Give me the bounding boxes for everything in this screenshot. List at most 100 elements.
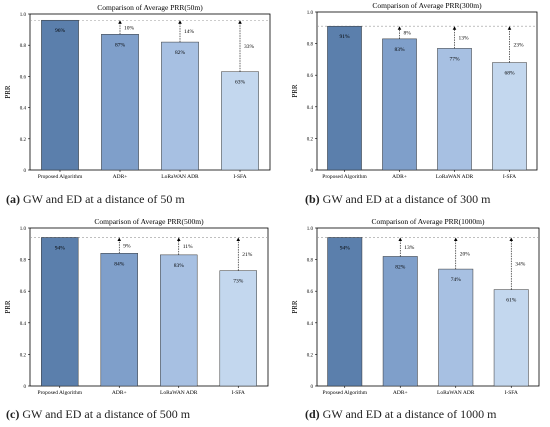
arrow-head (453, 237, 458, 241)
bar-value-label: 91% (339, 34, 350, 40)
x-tick-label: ADR+ (113, 174, 128, 180)
arrow-head (398, 237, 403, 241)
bar (437, 48, 472, 171)
x-tick-label: LoRaWAN ADR (437, 390, 475, 396)
improvement-label: 8% (404, 31, 412, 37)
bar-value-label: 63% (235, 80, 246, 86)
x-tick-label: Proposed Algorithm (38, 390, 83, 396)
caption-letter: (a) (6, 192, 20, 206)
bar (327, 237, 363, 387)
x-tick-label: LoRaWAN ADR (161, 174, 199, 180)
chart-panel-a: Comparison of Average PRR(50m) PRR 0 0.2 0.4… (0, 0, 275, 214)
arrow-head (118, 20, 122, 24)
x-tick-label: ADR+ (112, 390, 127, 396)
caption-text: GW and ED at a distance of 1000 m (319, 407, 497, 421)
chart-title: Comparison of Average PRR(500m) (94, 217, 204, 226)
x-tick-label: LoRaWAN ADR (436, 174, 474, 180)
bar-value-label: 61% (506, 298, 517, 304)
improvement-label: 14% (184, 29, 195, 35)
arrow-head (117, 237, 122, 241)
y-tick-label: 0.2 (20, 353, 27, 358)
x-tick-label: ADR+ (393, 390, 408, 396)
bar-value-label: 68% (504, 71, 515, 77)
y-tick-label: 0.6 (20, 290, 27, 295)
caption-b: (b) GW and ED at a distance of 300 m (305, 192, 490, 207)
bar-value-label: 82% (395, 264, 406, 270)
x-tick-label: Proposed Algorithm (38, 174, 83, 180)
bar (438, 268, 474, 387)
y-tick-label: 0.6 (307, 74, 314, 79)
bar-value-label: 87% (115, 42, 126, 48)
arrow-head (509, 237, 514, 241)
bar (221, 71, 259, 171)
bar (41, 237, 79, 387)
arrow-head (238, 20, 242, 24)
x-tick-label: I-SFA (503, 174, 516, 180)
y-tick-label: 0.6 (307, 290, 314, 295)
y-tick-label: 0 (24, 169, 27, 174)
y-tick-label: 0.2 (307, 353, 314, 358)
y-tick-label: 0.8 (307, 43, 314, 48)
chart-title: Comparison of Average PRR(1000m) (372, 217, 485, 226)
chart-panel-b: Comparison of Average PRR(300m) PRR 0 0.2 0.… (275, 0, 550, 214)
improvement-label: 13% (404, 245, 415, 251)
bar-value-label: 94% (340, 245, 351, 251)
y-tick-label: 1.0 (307, 227, 314, 232)
bar-value-label: 84% (114, 261, 125, 267)
improvement-label: 23% (514, 42, 525, 48)
y-tick-label: 0.8 (307, 259, 314, 264)
bar (492, 62, 527, 171)
caption-a: (a) GW and ED at a distance of 50 m (6, 192, 185, 207)
y-tick-label: 1.0 (20, 227, 27, 232)
y-tick-label: 0.8 (20, 44, 27, 49)
arrow-head (236, 237, 241, 241)
improvement-label: 13% (459, 35, 470, 41)
y-tick-label: 0.4 (20, 322, 27, 327)
bar (161, 41, 199, 171)
caption-text: GW and ED at a distance of 500 m (19, 407, 191, 421)
bar (100, 253, 138, 387)
improvement-label: 33% (244, 44, 255, 50)
bar (41, 19, 79, 171)
caption-letter: (d) (305, 407, 320, 421)
bar (160, 254, 198, 387)
caption-text: GW and ED at a distance of 300 m (319, 192, 491, 206)
bar-value-label: 73% (233, 279, 244, 285)
bar (382, 256, 418, 387)
arrow-head (176, 237, 181, 241)
y-tick-label: 0 (24, 385, 27, 390)
bar (327, 25, 362, 171)
arrow-head (397, 26, 402, 30)
bar (219, 270, 257, 387)
improvement-label: 11% (183, 244, 193, 250)
chart-500m: Comparison of Average PRR(500m) PRR 0 0.2 0.… (4, 217, 269, 396)
caption-c: (c) GW and ED at a distance of 500 m (6, 407, 190, 422)
y-tick-label: 1.0 (20, 13, 27, 18)
caption-d: (d) GW and ED at a distance of 1000 m (305, 407, 496, 422)
caption-letter: (c) (6, 407, 20, 421)
chart-title: Comparison of Average PRR(50m) (97, 3, 203, 12)
x-tick-label: I-SFA (232, 390, 245, 396)
arrow-head (452, 26, 457, 30)
x-tick-label: ADR+ (392, 174, 407, 180)
y-tick-label: 0.2 (307, 137, 314, 142)
caption-text: GW and ED at a distance of 50 m (20, 192, 185, 206)
chart-title: Comparison of Average PRR(300m) (372, 1, 482, 10)
x-tick-label: LoRaWAN ADR (160, 390, 198, 396)
chart-300m: Comparison of Average PRR(300m) PRR 0 0.2 0.… (291, 1, 538, 180)
bar-value-label: 94% (55, 245, 66, 251)
y-tick-label: 0.8 (20, 259, 27, 264)
improvement-label: 21% (242, 252, 253, 258)
bar-value-label: 83% (394, 47, 405, 53)
x-tick-label: Proposed Algorithm (323, 390, 368, 396)
bar-value-label: 77% (449, 56, 460, 62)
y-axis-label: PRR (4, 300, 12, 314)
improvement-label: 10% (124, 25, 135, 31)
y-axis-label: PRR (4, 85, 12, 99)
y-tick-label: 0.4 (307, 322, 314, 327)
y-axis-label: PRR (291, 300, 299, 314)
improvement-label: 20% (460, 251, 471, 257)
bar (493, 289, 529, 387)
x-tick-label: I-SFA (505, 390, 518, 396)
bar-value-label: 96% (55, 28, 66, 34)
